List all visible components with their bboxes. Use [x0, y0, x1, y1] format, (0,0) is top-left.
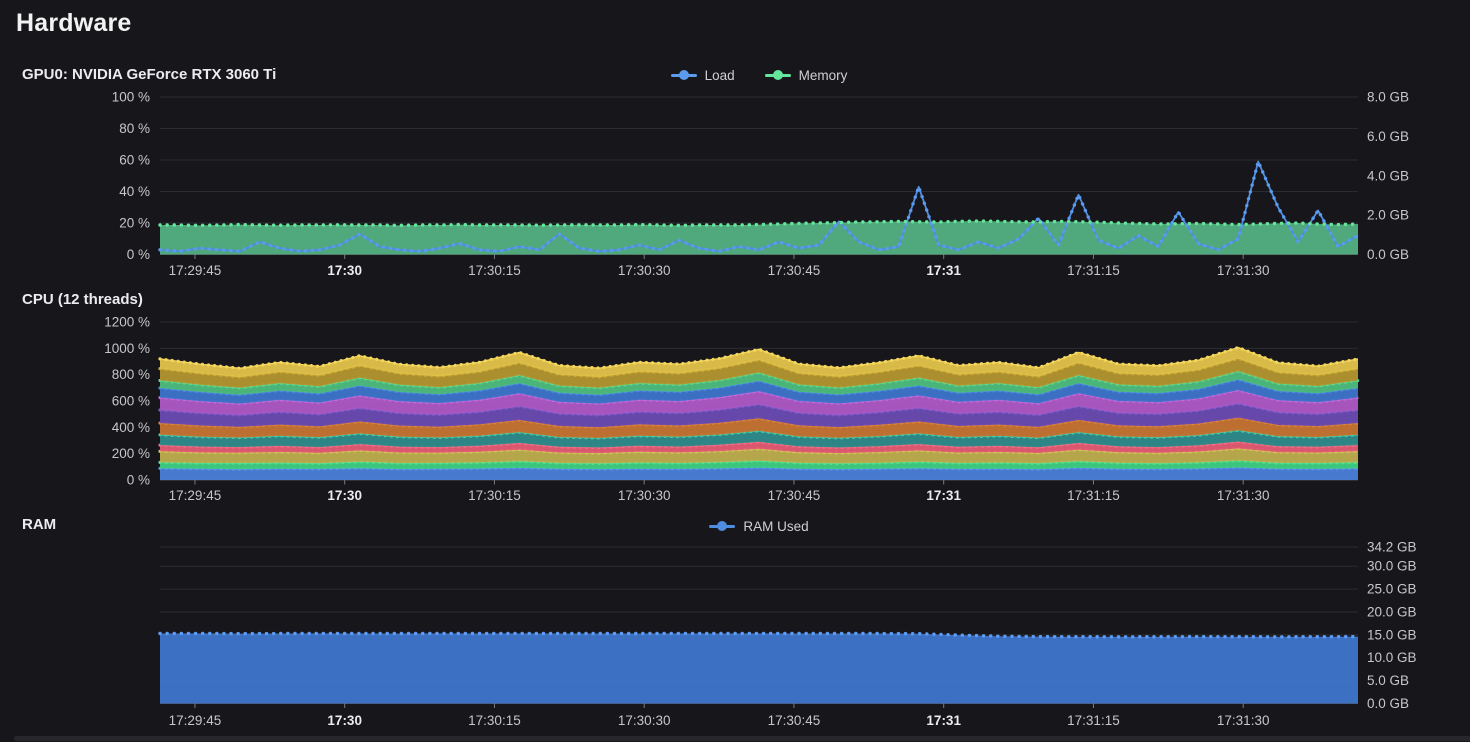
time-tick-label: 17:30:30	[618, 263, 671, 278]
legend-label: Load	[704, 67, 735, 83]
ram-right-axis-tick-label: 20.0 GB	[1367, 604, 1417, 619]
time-tick-label: 17:31:30	[1217, 488, 1270, 503]
stack-layer-cpu-3	[160, 448, 1358, 464]
cpu-left-axis-tick-label: 1000 %	[104, 341, 150, 356]
time-tick-label: 17:30	[327, 488, 362, 503]
legend-series-marker-icon	[764, 70, 791, 80]
ram-right-axis-tick-label: 5.0 GB	[1367, 673, 1409, 688]
stack-layer-cpu-6	[160, 417, 1358, 438]
ram-right-axis-tick-label: 10.0 GB	[1367, 650, 1417, 665]
legend-label: RAM Used	[743, 518, 809, 534]
time-tick-label: 17:30:15	[468, 488, 521, 503]
legend-series-marker-icon	[670, 70, 697, 80]
legend-series-dot-icon	[772, 70, 783, 80]
stack-layer-cpu-7	[160, 403, 1358, 428]
gpu-left-axis-tick-label: 100 %	[112, 90, 150, 105]
gpu-right-axis-tick-label: 6.0 GB	[1367, 129, 1409, 144]
gpu-left-axis-tick-label: 0 %	[127, 247, 150, 262]
memory-markers	[158, 219, 1360, 228]
ram-used-area	[160, 633, 1358, 704]
stack-layer-cpu-8	[160, 390, 1358, 416]
time-tick-label: 17:29:45	[169, 488, 222, 503]
gpu-chart-canvas: 100 % 80 % 60 % 40 % 20 % 0 % 8.0 GB 6.0 GB 4.0 …	[112, 90, 1409, 279]
ram-right-axis-tick-label: 0.0 GB	[1367, 696, 1409, 711]
time-tick-label: 17:30:45	[768, 713, 821, 728]
stack-layer-cpu-10	[160, 371, 1358, 395]
stack-layer-cpu-12	[160, 347, 1358, 377]
page-title: Hardware	[16, 9, 132, 37]
stack-layer-cpu-9	[160, 379, 1358, 404]
gpu-right-axis-tick-label: 4.0 GB	[1367, 168, 1409, 183]
time-tick-label: 17:31:15	[1067, 263, 1120, 278]
gpu-left-axis-tick-label: 60 %	[119, 153, 150, 168]
time-tick-label: 17:30:15	[468, 263, 521, 278]
cpu-left-axis-tick-label: 400 %	[112, 420, 150, 435]
stack-layer-cpu-5	[160, 430, 1358, 448]
legend-series-dot-icon	[678, 70, 689, 80]
time-tick-label: 17:30:45	[768, 488, 821, 503]
stack-layer-markers	[158, 401, 1360, 417]
ram-used-markers	[158, 631, 1360, 639]
time-tick-label: 17:31:30	[1217, 713, 1270, 728]
gpu-legend: Load Memory	[160, 66, 1358, 84]
legend-series-dot-icon	[717, 521, 728, 531]
legend-label: Memory	[798, 67, 848, 83]
cpu-left-axis-tick-label: 0 %	[127, 473, 150, 488]
time-tick-label: 17:31:15	[1067, 488, 1120, 503]
cpu-left-axis-tick-label: 200 %	[112, 446, 150, 461]
stack-layer-cpu-1	[160, 467, 1358, 480]
ram-right-axis-tick-label: 25.0 GB	[1367, 582, 1417, 597]
ram-chart-canvas: 34.2 GB 30.0 GB 25.0 GB 20.0 GB 15.0 GB 10.0 …	[158, 540, 1417, 728]
gpu-right-axis-tick-label: 0.0 GB	[1367, 247, 1409, 262]
legend-item-ram-used[interactable]: RAM Used	[709, 518, 809, 534]
time-tick-label: 17:31	[926, 488, 961, 503]
cpu-left-axis-tick-label: 1200 %	[104, 315, 150, 330]
ram-legend: RAM Used	[160, 517, 1358, 535]
time-tick-label: 17:30	[327, 713, 362, 728]
stack-layer-cpu-4	[160, 441, 1358, 454]
time-tick-label: 17:30:30	[618, 488, 671, 503]
legend-item-load[interactable]: Load	[670, 67, 735, 83]
legend-series-marker-icon	[709, 521, 736, 531]
time-tick-label: 17:31	[926, 713, 961, 728]
cpu-section-title: CPU (12 threads)	[22, 291, 143, 308]
stack-layer-markers	[158, 345, 1360, 370]
time-tick-label: 17:30:15	[468, 713, 521, 728]
time-tick-label: 17:30	[327, 263, 362, 278]
time-tick-label: 17:29:45	[169, 263, 222, 278]
cpu-left-axis-tick-label: 600 %	[112, 394, 150, 409]
stack-layer-cpu-11	[160, 358, 1358, 388]
horizontal-scrollbar[interactable]	[14, 736, 1470, 741]
cpu-chart-canvas: 1200 % 1000 % 800 % 600 % 400 % 200 % 0 % 17:29…	[104, 315, 1360, 503]
time-tick-label: 17:31:30	[1217, 263, 1270, 278]
gpu-right-axis-tick-label: 8.0 GB	[1367, 90, 1409, 105]
ram-right-axis-tick-label: 34.2 GB	[1367, 540, 1417, 555]
time-tick-label: 17:31:15	[1067, 713, 1120, 728]
legend-item-memory[interactable]: Memory	[764, 67, 848, 83]
gpu-section-title: GPU0: NVIDIA GeForce RTX 3060 Ti	[22, 66, 277, 83]
time-tick-label: 17:29:45	[169, 713, 222, 728]
gpu-left-axis-tick-label: 80 %	[119, 121, 150, 136]
cpu-left-axis-tick-label: 800 %	[112, 367, 150, 382]
time-tick-label: 17:30:30	[618, 713, 671, 728]
gpu-left-axis-tick-label: 20 %	[119, 216, 150, 231]
time-tick-label: 17:30:45	[768, 263, 821, 278]
ram-right-axis-tick-label: 15.0 GB	[1367, 627, 1417, 642]
load-markers	[158, 156, 1360, 254]
gpu-left-axis-tick-label: 40 %	[119, 184, 150, 199]
ram-section-title: RAM	[22, 516, 57, 533]
gpu-right-axis-tick-label: 2.0 GB	[1367, 208, 1409, 223]
time-tick-label: 17:31	[926, 263, 961, 278]
ram-right-axis-tick-label: 30.0 GB	[1367, 559, 1417, 574]
